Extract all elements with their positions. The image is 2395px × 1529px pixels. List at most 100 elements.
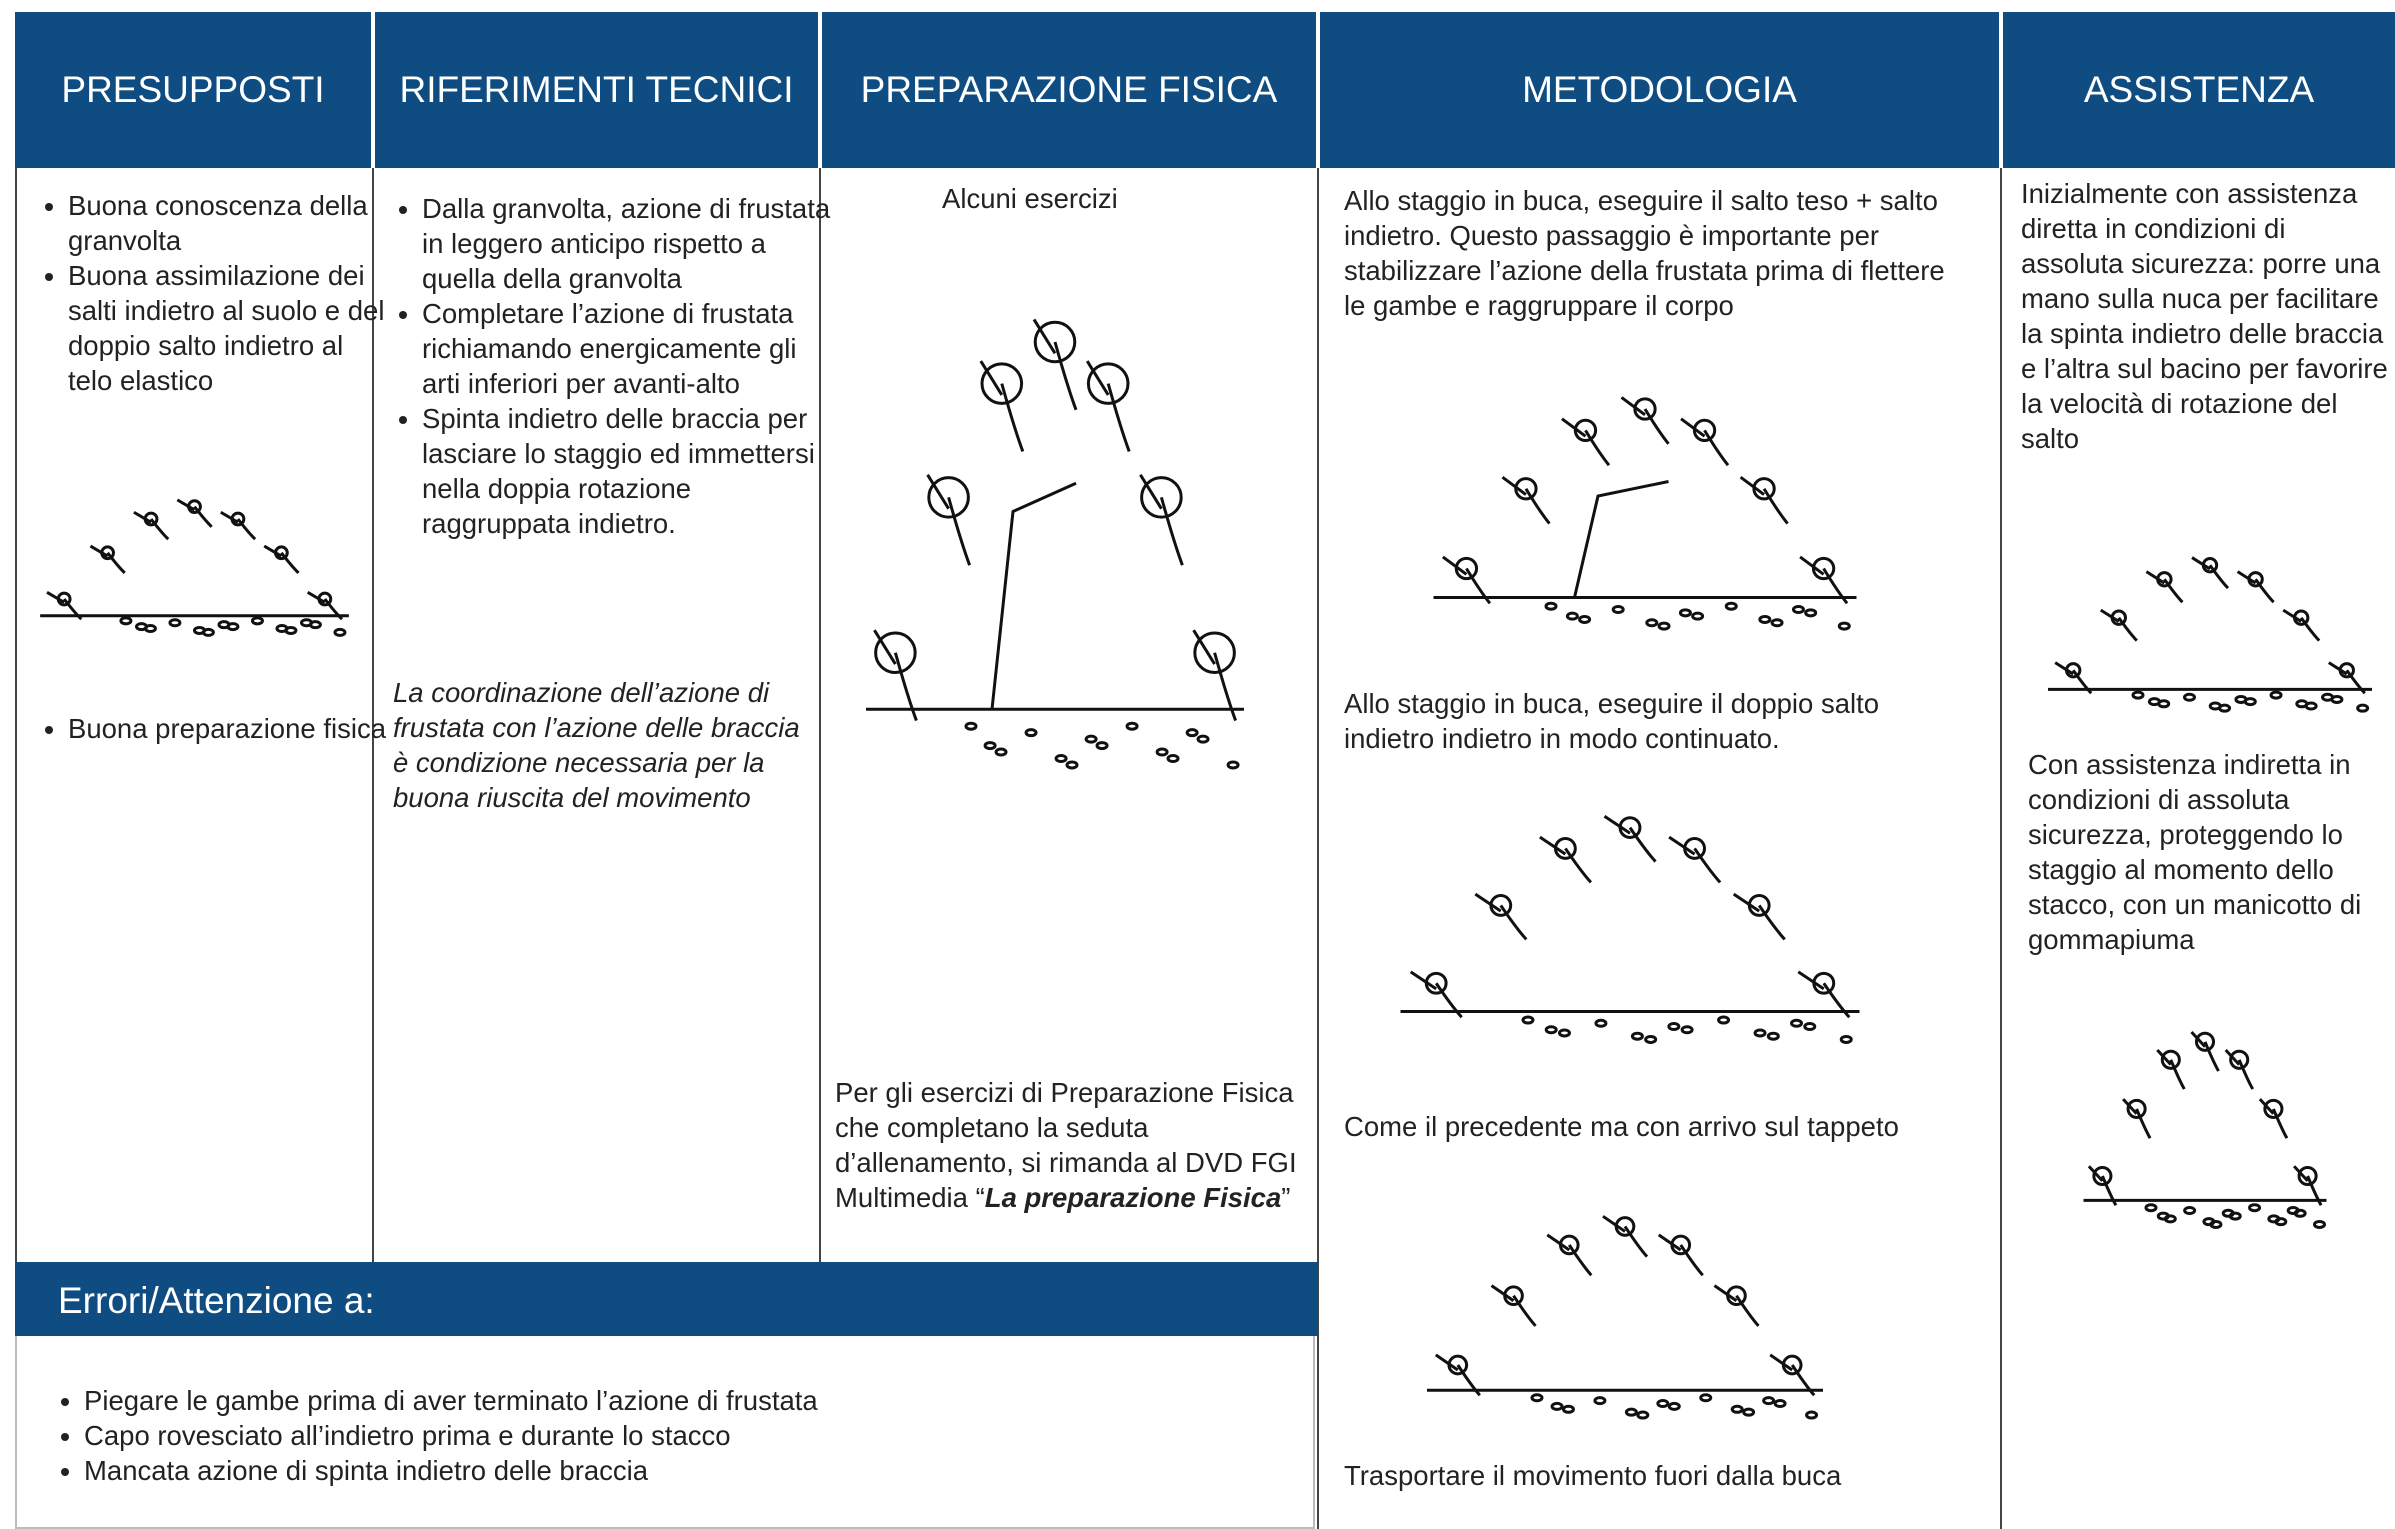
- sketch-line: [2160, 1049, 2181, 1070]
- paragraph: Inizialmente con assistenza diretta in c…: [2021, 178, 2388, 454]
- sketch-line: [1624, 1407, 1638, 1417]
- note: La coordinazione dell’azione di frustata…: [393, 677, 800, 813]
- sketch-line: [1434, 1353, 1481, 1397]
- sketch-line: [1667, 1022, 1681, 1032]
- sketch-line: [1530, 1393, 1544, 1403]
- illustration: [40, 498, 349, 637]
- bullet-list: Buona preparazione fisica: [36, 711, 388, 746]
- sketch-line: [1724, 601, 1738, 611]
- sketch-line: [1193, 631, 1236, 675]
- illustration: [1433, 396, 1857, 631]
- sketch-line: [2282, 608, 2321, 642]
- border: [15, 168, 17, 1262]
- sketch-line: [1086, 362, 1130, 405]
- bullet-list: Buona conoscenza della granvoltaBuona as…: [36, 188, 388, 398]
- sketch-line: [1561, 417, 1611, 467]
- sketch-line: [192, 625, 206, 635]
- sketch-line: [2295, 699, 2309, 709]
- sketch-line: [1140, 476, 1183, 519]
- caption: Alcuni esercizi: [942, 183, 1118, 214]
- sketch-line: [1773, 1399, 1787, 1409]
- sketch-line: [1758, 614, 1772, 624]
- sketch-line: [1501, 475, 1551, 525]
- sketch-line: [2248, 1203, 2262, 1213]
- sketch-line: [2191, 556, 2230, 590]
- illustration: [2048, 556, 2372, 713]
- sketch-line: [1770, 618, 1784, 628]
- sketch-line: [2208, 701, 2222, 711]
- text: Per gli esercizi di Preparazione Fisica …: [835, 1075, 1305, 1215]
- sketch-line: [1578, 614, 1592, 624]
- bullet-item: Completare l’azione di frustata richiama…: [422, 296, 842, 401]
- sketch-line: [2194, 1031, 2216, 1052]
- sketch-line: [2131, 690, 2145, 700]
- sketch-line: [2121, 1098, 2152, 1139]
- emphasis: La preparazione Fisica: [984, 1182, 1282, 1213]
- sketch-line: [2229, 1049, 2250, 1070]
- sketch-line: [1550, 1401, 1564, 1411]
- sketch-line: [1691, 611, 1705, 621]
- border: [1317, 168, 1319, 1529]
- sketch-line: [1680, 1025, 1694, 1035]
- bullet-item: Dalla granvolta, azione di frustata in l…: [422, 191, 842, 296]
- sketch-line: [2145, 570, 2184, 604]
- sketch-line: [1125, 721, 1139, 731]
- sketch-line: [1166, 753, 1180, 763]
- sketch-line: [168, 618, 182, 628]
- sketch-line: [979, 360, 1025, 452]
- sketch-line: [1442, 555, 1492, 605]
- sketch-line: [1769, 1353, 1816, 1397]
- sketch-line: [1521, 1015, 1535, 1025]
- border: [819, 168, 821, 1262]
- sketch-line: [135, 622, 149, 632]
- sketch-line: [1539, 835, 1593, 884]
- sketch-line: [1732, 892, 1786, 941]
- sketch-line: [1603, 815, 1657, 863]
- sketch-line: [994, 747, 1008, 757]
- sketch-line: [1561, 1404, 1575, 1414]
- sketch-line: [1713, 1284, 1760, 1327]
- sketch-line: [306, 590, 344, 621]
- sketch-line: [217, 620, 231, 630]
- sketch-line: [89, 544, 126, 575]
- bullet-list: Piegare le gambe prima di aver terminato…: [52, 1383, 1284, 1488]
- sketch-line: [1839, 1034, 1853, 1044]
- sketch-line: [2221, 1208, 2235, 1218]
- sketch-line: [1024, 728, 1038, 738]
- sketch-line: [2156, 1211, 2170, 1221]
- text: ”: [1281, 1182, 1291, 1213]
- sketch-line: [2144, 1203, 2158, 1213]
- sketch-line: [1837, 621, 1851, 631]
- bullet-item: Capo rovesciato all’indietro prima e dur…: [84, 1418, 1284, 1453]
- sketch-line: [1084, 734, 1098, 744]
- paragraph: Trasportare il movimento fuori dalla buc…: [1344, 1460, 1842, 1491]
- sketch-line: [1739, 475, 1789, 525]
- sketch-line: [2297, 1165, 2318, 1187]
- sketch-line: [1645, 618, 1659, 628]
- sketch-line: [926, 473, 972, 566]
- sketch-line: [1680, 417, 1730, 467]
- bullet-item: Piegare le gambe prima di aver terminato…: [84, 1383, 1284, 1418]
- section-header: Errori/Attenzione a:: [15, 1262, 1318, 1336]
- sketch-line: [2190, 1031, 2220, 1072]
- sketch-line: [1226, 760, 1240, 770]
- sketch-line: [1753, 1028, 1767, 1038]
- sketch-line: [133, 510, 170, 541]
- sketch-line: [1667, 1401, 1681, 1411]
- section-title: Errori/Attenzione a:: [58, 1280, 375, 1321]
- bullet-item: Buona preparazione fisica: [68, 711, 388, 746]
- sketch-line: [176, 498, 213, 528]
- sketch-line: [2269, 690, 2283, 700]
- sketch-line: [1657, 1233, 1704, 1277]
- sketch-line: [1565, 611, 1579, 621]
- sketch-line: [964, 721, 978, 731]
- sketch-line: [2224, 1049, 2255, 1090]
- paragraph: Con assistenza indiretta in condizioni d…: [2028, 749, 2362, 955]
- sketch-line: [2126, 1098, 2147, 1119]
- sketch-line: [2321, 692, 2335, 702]
- column-header: PREPARAZIONE FISICA: [822, 12, 1316, 168]
- sketch-line: [46, 590, 83, 621]
- sketch-line: [1644, 1034, 1658, 1044]
- sketch-line: [1196, 734, 1210, 744]
